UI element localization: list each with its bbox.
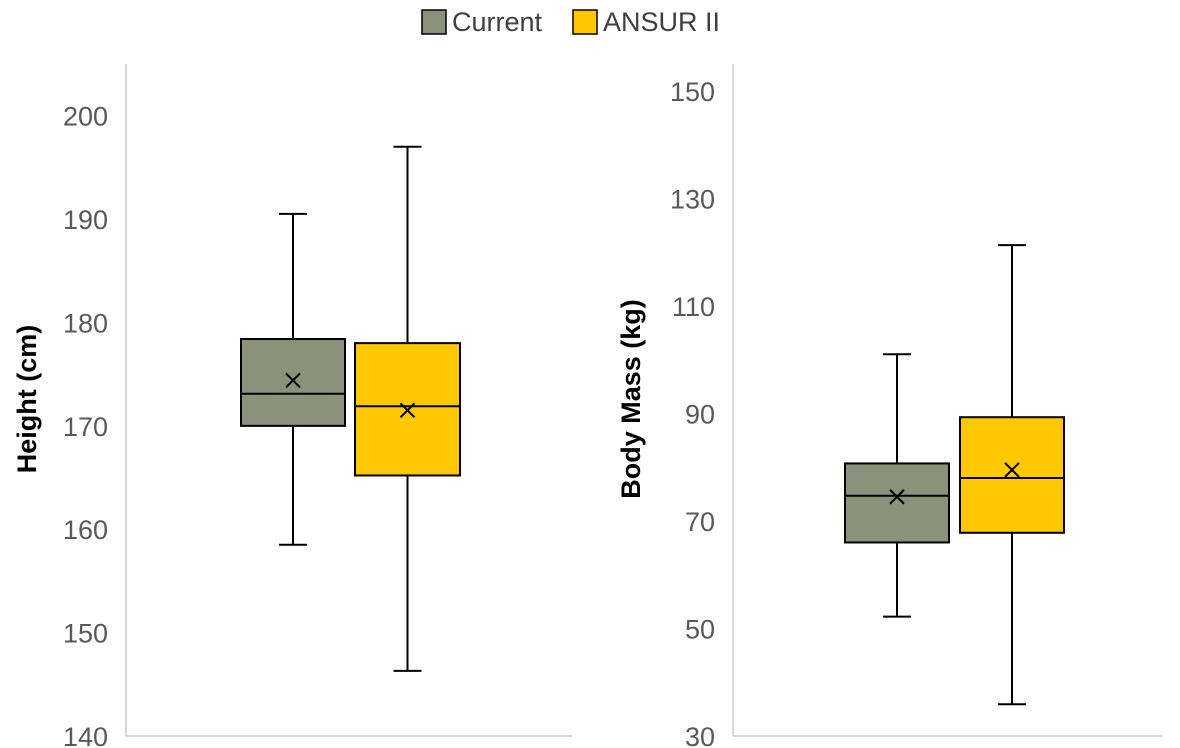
height-tick-label: 150 [63, 619, 108, 649]
height-current-mean-marker [285, 372, 301, 389]
height-tick-label: 160 [63, 515, 108, 545]
height-boxplot-panel: Height (cm) 140 150 160 170 180 190 200 [12, 64, 572, 748]
body-mass-tick-label: 130 [670, 184, 715, 214]
legend-swatch-current [421, 9, 447, 35]
body-mass-boxplot-panel: Body Mass (kg) 30 50 70 90 110 130 150 [616, 64, 1162, 748]
height-tick-label: 180 [63, 308, 108, 338]
height-tick-label: 200 [63, 102, 108, 132]
body-mass-y-ticks: 30 50 70 90 110 130 150 [670, 77, 715, 748]
height-tick-label: 140 [63, 722, 108, 748]
height-boxes [240, 145, 461, 672]
body-mass-axis-title: Body Mass (kg) [616, 299, 646, 499]
body-mass-ansur-ii-iqr-rect [959, 416, 1065, 534]
height-axis-title: Height (cm) [12, 325, 42, 474]
body-mass-ansur-ii-box [959, 244, 1065, 706]
body-mass-boxes [844, 244, 1065, 706]
legend-label-ansur: ANSUR II [603, 7, 720, 37]
body-mass-ansur-ii-mean-stroke-b [1004, 462, 1020, 478]
body-mass-tick-label: 90 [685, 399, 715, 429]
body-mass-current-mean-marker [889, 489, 905, 505]
height-current-iqr-rect [240, 338, 346, 427]
height-tick-label: 190 [63, 205, 108, 235]
body-mass-tick-label: 50 [685, 614, 715, 644]
height-y-ticks: 140 150 160 170 180 190 200 [63, 102, 108, 748]
body-mass-tick-label: 110 [672, 292, 715, 322]
legend: Current ANSUR II [421, 7, 720, 37]
body-mass-ansur-ii-mean-marker [1004, 462, 1020, 478]
height-tick-label: 170 [63, 412, 108, 442]
body-mass-current-iqr-rect [844, 462, 950, 544]
body-mass-tick-label: 150 [670, 77, 715, 107]
height-ansur-ii-mean-marker [399, 402, 416, 419]
legend-label-current: Current [452, 7, 543, 37]
body-mass-current-box [844, 353, 950, 618]
body-mass-tick-label: 30 [685, 722, 715, 748]
legend-swatch-ansur [572, 9, 598, 35]
height-current-mean-stroke-b [285, 372, 301, 389]
height-ansur-ii-box [354, 145, 461, 672]
height-current-box [240, 212, 346, 546]
body-mass-tick-label: 70 [685, 507, 715, 537]
height-ansur-ii-mean-stroke-b [399, 402, 416, 419]
body-mass-current-mean-stroke-b [889, 489, 905, 505]
